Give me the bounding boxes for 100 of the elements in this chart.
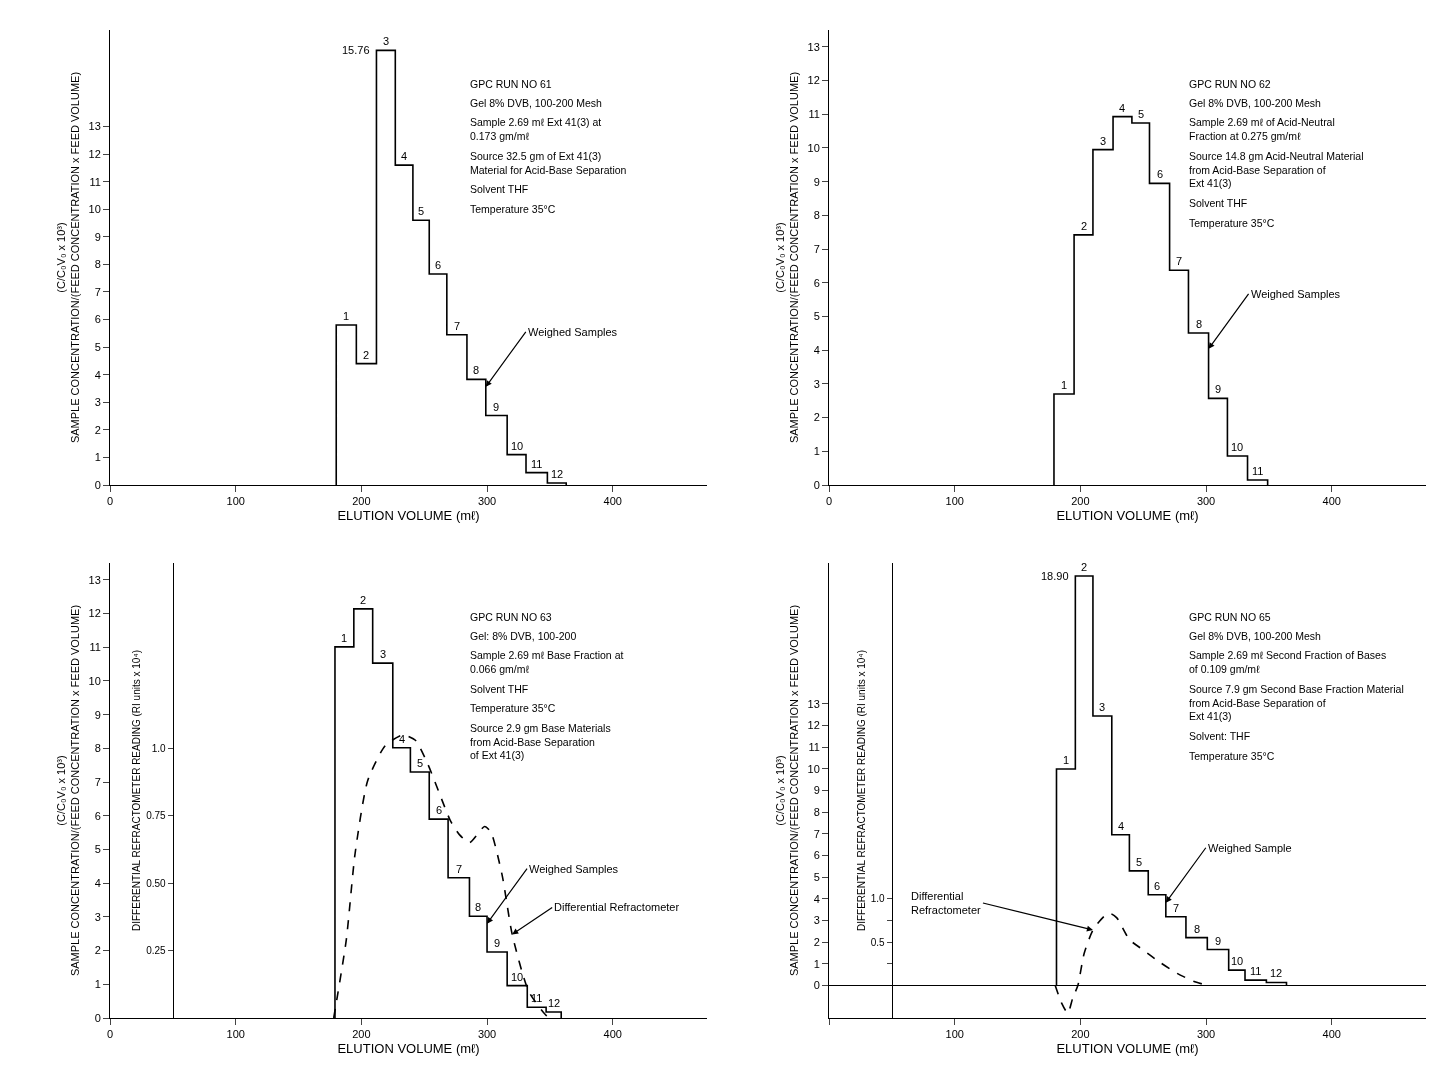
y-tick-label: 7 [94,775,101,788]
annotation: 7 [454,320,461,332]
annotation: 10 [1231,441,1244,453]
x-tick-label: 0 [825,495,833,508]
annotation: 6 [435,259,442,271]
annotation: Source 32.5 gm of Ext 41(3) Material for Acid-Base Separation [470,150,627,176]
x-tick-label: 400 [603,1028,622,1041]
annotation: Sample 2.69 mℓ Base Fraction at 0.066 gm/mℓ [470,649,624,675]
y-tick-label: 8 [94,742,101,755]
x-tick-label: 200 [352,495,371,508]
y-tick-label: 1 [94,451,101,464]
annotation: 9 [493,401,500,413]
y-axis-title: (C/C₀V₀ x 10³) SAMPLE CONCENTRATION/(FEED CONCENTRATION x FEED VOLUME) [773,71,801,444]
annotation: Solvent THF [1189,197,1248,209]
y-tick-label: 8 [813,209,820,222]
y-axis-title: (C/C₀V₀ x 10³) SAMPLE CONCENTRATION/(FEED CONCENTRATION x FEED VOLUME) [773,604,801,977]
annotation: 4 [401,150,408,162]
y-tick-label: 11 [808,108,820,121]
y-tick-label: 12 [88,147,101,160]
x-axis-title: ELUTION VOLUME (mℓ) [337,507,480,523]
annotation: GPC RUN NO 62 [1189,78,1271,90]
annotation: 12 [548,997,561,1009]
annotation: Gel 8% DVB, 100-200 Mesh [470,97,603,109]
x-axis-title: ELUTION VOLUME (mℓ) [337,1040,480,1056]
y-tick-label: 13 [807,697,820,710]
x-tick-label: 400 [1322,1028,1341,1041]
annotation: 1 [1063,754,1070,766]
y-tick-label: 5 [813,871,820,884]
y-tick-label: 4 [94,877,101,890]
annotation: 1 [343,310,350,322]
annotation: Differential Refractometer [911,890,982,917]
annotation: Source 7.9 gm Second Base Fraction Material from Acid-Base Separation of Ext 41(3) [1189,683,1404,723]
annotation: Weighed Samples [528,326,618,338]
annotation: Solvent THF [470,683,529,695]
x-tick-label: 0 [106,495,114,508]
y-tick-label: 13 [807,40,820,53]
y-tick-label: 12 [807,74,820,87]
annotation: GPC RUN NO 61 [470,78,552,90]
annotation: 12 [1270,967,1283,979]
y2-tick-label: 0.50 [146,877,167,889]
annotation: 11 [531,992,543,1004]
annotation: 6 [436,804,443,816]
y-tick-label: 1 [813,957,820,970]
annotation: 5 [418,205,425,217]
x-tick-label: 300 [1196,495,1216,508]
y2-tick-label: 1.0 [151,742,167,754]
annotation: GPC RUN NO 65 [1189,611,1271,623]
y-tick-label: 9 [94,230,101,243]
annotation: 15.76 [342,44,370,56]
annotation: 8 [473,364,480,376]
annotation: Solvent: THF [1189,730,1251,742]
annotation: 2 [363,349,370,361]
x-tick-label: 100 [945,495,964,508]
annotation: GPC RUN NO 63 [470,611,552,623]
annotation: Weighed Sample [1208,842,1292,854]
y-tick-label: 13 [88,573,101,586]
y-tick-label: 9 [813,784,820,797]
x-tick-label: 100 [226,1028,245,1041]
annotation: Temperature 35°C [1189,217,1275,229]
y-tick-label: 12 [807,719,820,732]
x-tick-label: 300 [1196,1028,1216,1041]
annotation: Temperature 35°C [1189,750,1275,762]
y-tick-label: 11 [89,175,101,188]
annotation: 12 [551,468,564,480]
y-tick-label: 9 [813,175,820,188]
annotation: 10 [511,971,524,983]
annotation: Weighed Samples [1251,288,1341,300]
annotation: 5 [1136,856,1143,868]
y-tick-label: 12 [88,607,101,620]
annotation: Differential Refractometer [554,901,680,913]
x-tick-label: 200 [1071,1028,1090,1041]
x-tick-label: 400 [603,495,622,508]
y-tick-label: 1 [813,445,820,458]
annotation: 4 [1119,102,1126,114]
x-tick-label: 200 [352,1028,371,1041]
x-tick-label: 400 [1322,495,1341,508]
y-tick-label: 6 [94,809,101,822]
annotation: 8 [1194,923,1201,935]
y-axis-title: (C/C₀V₀ x 10³) SAMPLE CONCENTRATION/(FEED CONCENTRATION x FEED VOLUME) [54,604,82,977]
y2-axis-title: DIFFERENTIAL REFRACTOMETER READING (RI units x 10⁴) [855,649,867,932]
y-tick-label: 11 [808,741,820,754]
annotation: 7 [456,863,463,875]
annotation: 8 [1196,318,1203,330]
annotation: 10 [1231,955,1244,967]
annotation: 3 [1099,701,1106,713]
y-tick-label: 0 [94,1011,101,1024]
y-tick-label: 6 [813,849,820,862]
x-tick-label: 300 [477,495,497,508]
y-tick-label: 10 [88,674,101,687]
y2-axis-title: DIFFERENTIAL REFRACTOMETER READING (RI units x 10⁴) [131,649,143,932]
y-tick-label: 7 [94,285,101,298]
y-tick-label: 0 [94,478,101,491]
annotation: Sample 2.69 mℓ Ext 41(3) at 0.173 gm/mℓ [470,116,602,142]
annotation: 6 [1154,880,1161,892]
y-tick-label: 2 [94,423,101,436]
y-tick-label: 2 [813,411,820,424]
annotation: 4 [1118,820,1125,832]
y-tick-label: 5 [94,843,101,856]
annotation: Temperature 35°C [470,702,556,714]
y-tick-label: 10 [807,141,820,154]
